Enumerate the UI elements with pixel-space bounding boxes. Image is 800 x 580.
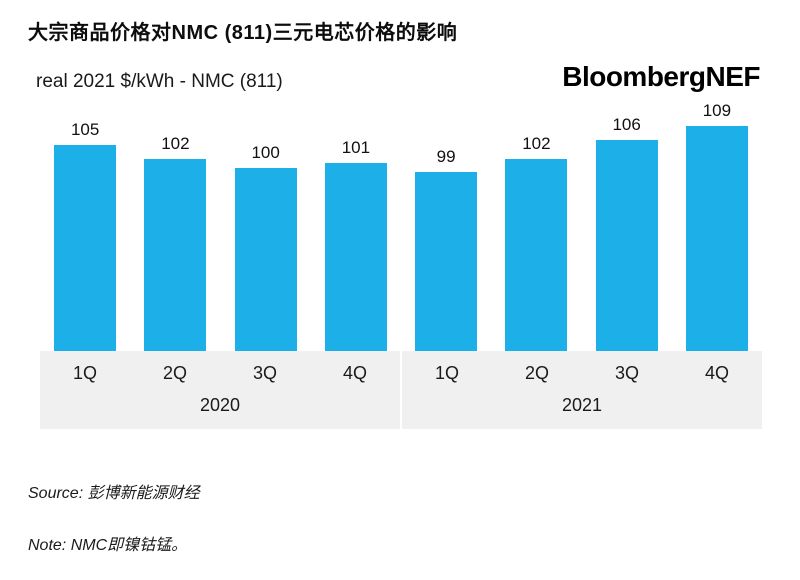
bar-value-label: 106 [612,115,641,134]
quarter-row-2021: 1Q 2Q 3Q 4Q [402,351,762,395]
quarter-label: 4Q [704,362,729,383]
quarter-label: 2Q [524,362,549,383]
axis-group-2020: 1Q 2Q 3Q 4Q 2020 [40,351,400,429]
bar-group: 101 [311,99,401,351]
bar-group: 109 [672,99,762,351]
bar-group: 106 [582,99,672,351]
bar-group: 102 [491,99,581,351]
bar-value-label: 102 [161,134,190,153]
subtitle-row: real 2021 $/kWh - NMC (811) BloombergNEF [0,45,800,93]
bar-value-label: 105 [70,120,100,139]
axis-group-2021: 1Q 2Q 3Q 4Q 2021 [400,351,762,429]
footer: Source: 彭博新能源财经 Note: NMC即镍钴锰。 [0,479,800,555]
bar [595,140,658,351]
bar [505,159,568,351]
bar-group: 100 [221,99,311,351]
quarter-label: 4Q [342,362,367,383]
quarter-label: 3Q [614,362,639,383]
bar-value-label: 101 [341,138,371,157]
bar-value-label: 102 [522,134,551,153]
bar-value-label: 109 [702,101,732,120]
chart-subtitle: real 2021 $/kWh - NMC (811) [36,71,283,92]
chart-title: 大宗商品价格对NMC (811)三元电芯价格的影响 [28,22,458,44]
brand-logo: BloombergNEF [562,61,760,92]
bar-value-label: 99 [436,147,456,166]
quarter-row-2020: 1Q 2Q 3Q 4Q [40,351,400,395]
bar [234,168,297,351]
bar [685,126,748,351]
bar [324,163,387,351]
bar-value-label: 100 [251,143,280,162]
year-label-2021: 2021 [561,395,603,415]
quarter-label: 2Q [162,362,187,383]
quarter-label: 1Q [434,362,459,383]
year-label-2020: 2020 [199,395,241,415]
bar [415,172,478,351]
bar-group: 99 [401,99,491,351]
note-text: Note: NMC即镍钴锰。 [28,537,188,554]
axis-band: 1Q 2Q 3Q 4Q 2020 1Q 2Q 3Q 4Q 2021 [40,351,762,429]
quarter-label: 3Q [252,362,277,383]
bar-group: 105 [40,99,130,351]
source-text: Source: 彭博新能源财经 [28,485,200,502]
bar-group: 102 [130,99,220,351]
quarter-label: 1Q [72,362,97,383]
chart-area: 105 102 100 101 99 102 106 109 1Q 2Q 3Q 4Q 2020 1Q… [40,99,762,429]
bar [144,159,207,351]
chart-plot: 105 102 100 101 99 102 106 109 [40,99,762,351]
bar [54,145,117,351]
